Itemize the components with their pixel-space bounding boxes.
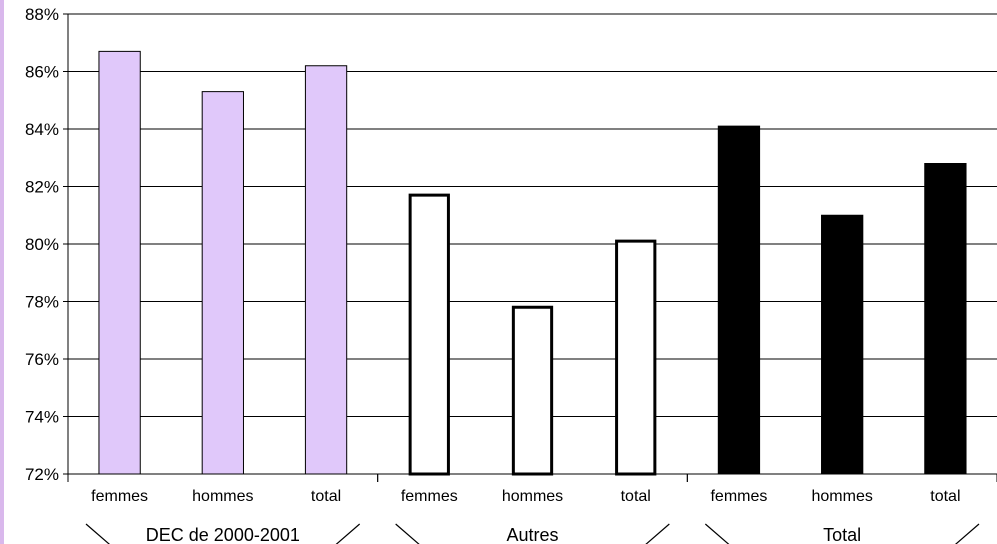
y-axis: 72% 74% 76% 78% 80% 82% 84% 86% 88% [25, 5, 69, 484]
x-category-label: total [311, 488, 341, 505]
y-tick-label: 72% [25, 465, 59, 484]
x-category-label: total [930, 488, 960, 505]
group-bracket-left [395, 523, 420, 544]
x-category-label: total [621, 488, 651, 505]
y-tick-label: 78% [25, 293, 59, 312]
x-category-label: femmes [401, 488, 458, 505]
group-bracket-right [335, 523, 361, 544]
y-tick-label: 80% [25, 235, 59, 254]
x-axis: femmes hommes total femmes hommes total femmes… [67, 473, 997, 505]
bar-hommes [821, 214, 864, 475]
bar-hommes [511, 305, 554, 476]
x-category-label: hommes [192, 488, 253, 505]
x-category-label: hommes [811, 488, 872, 505]
group-bracket-left [85, 523, 110, 544]
y-tick-label: 76% [25, 350, 59, 369]
y-tick-label: 82% [25, 178, 59, 197]
y-tick-label: 86% [25, 63, 59, 82]
bars [98, 50, 967, 476]
bar-total [615, 239, 657, 476]
left-border-strip [0, 0, 4, 544]
bar-femmes [98, 50, 141, 475]
group-label: Autres [506, 525, 558, 544]
group-bracket-right [955, 523, 980, 544]
group-labels: DEC de 2000-2001 Autres Total [85, 523, 980, 544]
bar-femmes [408, 193, 450, 476]
x-category-label: femmes [710, 488, 767, 505]
y-tick-label: 84% [25, 120, 59, 139]
group-bracket-left [704, 523, 730, 544]
y-tick-label: 74% [25, 408, 59, 427]
y-tick-label: 88% [25, 5, 59, 24]
x-category-label: femmes [91, 488, 148, 505]
group-label: DEC de 2000-2001 [146, 525, 300, 544]
bar-total [304, 65, 348, 475]
bar-hommes [201, 91, 244, 475]
x-category-label: hommes [502, 488, 563, 505]
group-bracket-right [645, 523, 670, 544]
bar-femmes [717, 125, 761, 475]
bar-total [924, 163, 967, 475]
group-label: Total [823, 525, 861, 544]
